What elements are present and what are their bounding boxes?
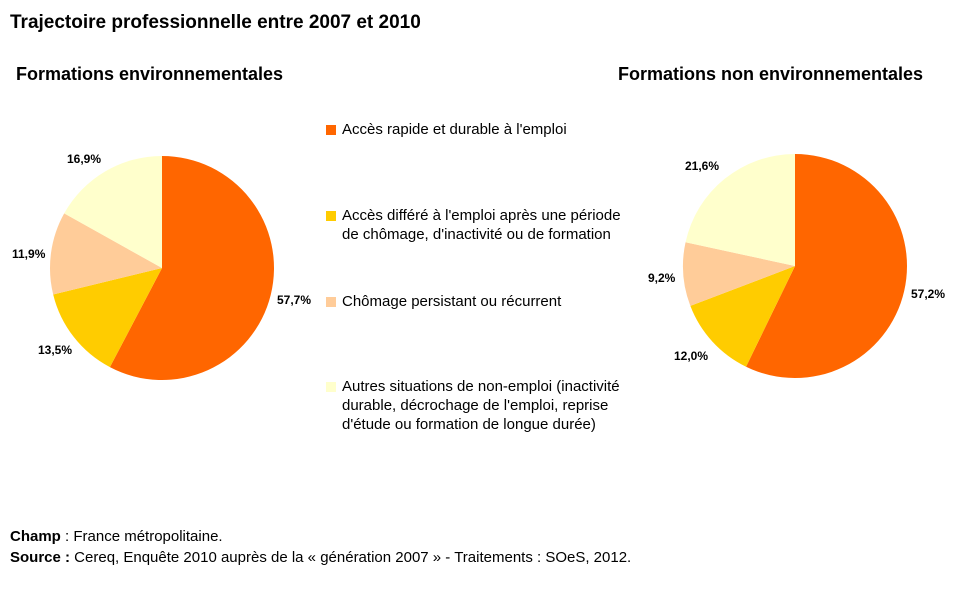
pie-slice-nonenv-acces-rapide (746, 154, 908, 378)
pie-slice-env-autres (64, 156, 162, 268)
legend-item-autres: Autres situations de non-emploi (inactiv… (326, 377, 626, 434)
footer-source: Source : Cereq, Enquête 2010 auprès de l… (10, 549, 631, 566)
legend-swatch-acces-rapide (326, 125, 336, 135)
pie-slice-env-chomage (50, 213, 163, 295)
pie-label-env-acces-rapide: 57,7% (277, 293, 311, 307)
pie-slice-nonenv-chomage (683, 242, 795, 306)
chart-title-environmental: Formations environnementales (16, 64, 284, 84)
pie-slice-nonenv-acces-differe (690, 266, 795, 367)
main-title: Trajectoire professionnelle entre 2007 e… (10, 12, 421, 33)
pie-label-nonenv-autres: 21,6% (685, 159, 719, 173)
footer-source-text: Cereq, Enquête 2010 auprès de la « génér… (70, 549, 632, 566)
legend-item-acces-differe: Accès différé à l'emploi après une pério… (326, 206, 626, 244)
pie-label-nonenv-acces-differe: 12,0% (674, 349, 708, 363)
pie-slice-nonenv-autres (685, 154, 795, 266)
legend-swatch-autres (326, 382, 336, 392)
legend-item-chomage: Chômage persistant ou récurrent (326, 292, 626, 311)
legend-label-acces-differe: Accès différé à l'emploi après une pério… (342, 207, 621, 243)
pie-slice-env-acces-rapide (109, 156, 275, 380)
footer-source-label: Source : (10, 549, 71, 566)
legend-swatch-acces-differe (326, 211, 336, 221)
pie-label-nonenv-acces-rapide: 57,2% (911, 287, 945, 301)
legend-label-autres: Autres situations de non-emploi (inactiv… (342, 378, 620, 433)
legend-item-acces-rapide: Accès rapide et durable à l'emploi (326, 120, 626, 139)
legend-label-acces-rapide: Accès rapide et durable à l'emploi (342, 121, 567, 138)
pie-label-env-chomage: 11,9% (12, 247, 46, 261)
legend-label-chomage: Chômage persistant ou récurrent (342, 293, 562, 310)
footer-champ: Champ : France métropolitaine. (10, 528, 223, 545)
footer-champ-label: Champ (10, 528, 61, 545)
pie-label-env-autres: 16,9% (67, 152, 101, 166)
pie-slice-env-acces-differe (53, 268, 162, 368)
chart-title-non-environmental: Formations non environnementales (618, 64, 924, 84)
pie-label-env-acces-differe: 13,5% (38, 343, 72, 357)
legend-swatch-chomage (326, 297, 336, 307)
footer-champ-text: : France métropolitaine. (60, 528, 223, 545)
pie-label-nonenv-chomage: 9,2% (648, 271, 676, 285)
